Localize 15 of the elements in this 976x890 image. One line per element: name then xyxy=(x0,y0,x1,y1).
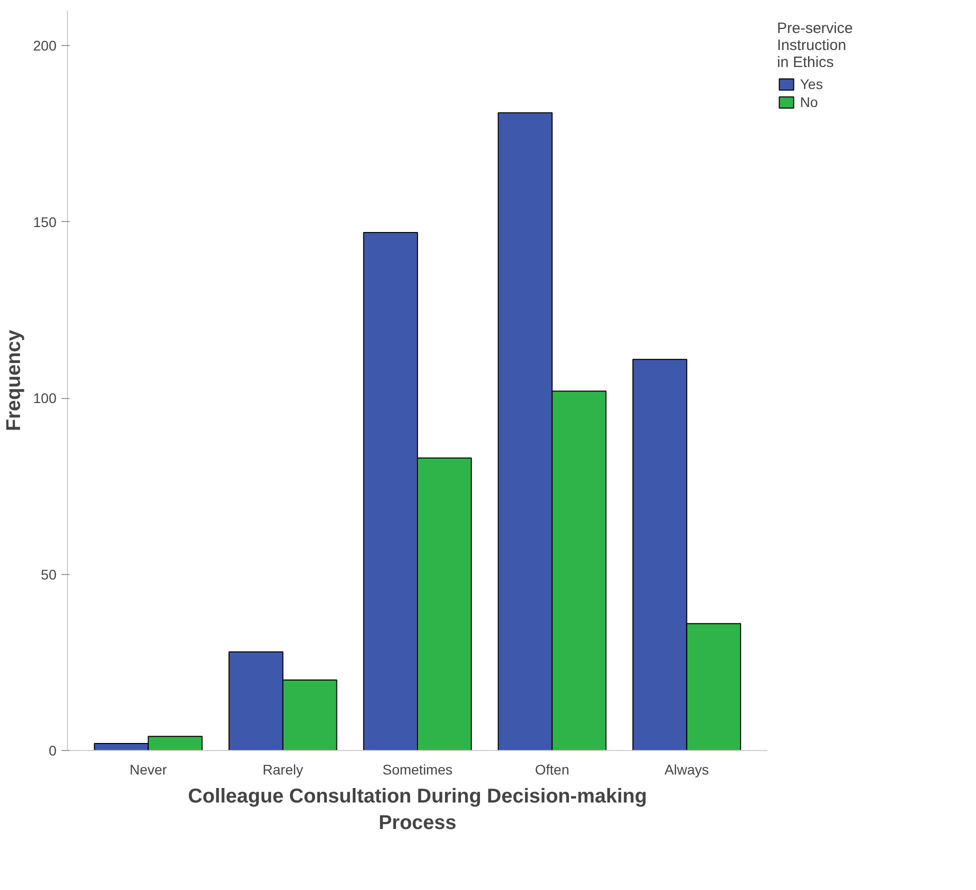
x-tick-label: Sometimes xyxy=(382,762,453,778)
x-tick-label: Rarely xyxy=(262,762,304,778)
x-tick-label: Never xyxy=(130,762,168,778)
y-tick-label: 50 xyxy=(40,566,57,582)
y-tick-label: 0 xyxy=(48,742,57,758)
legend-label: No xyxy=(800,94,819,110)
legend-label: Yes xyxy=(800,76,823,92)
x-tick-label: Often xyxy=(534,762,570,778)
y-tick-label: 200 xyxy=(33,38,57,54)
y-tick-label: 150 xyxy=(33,214,57,230)
legend-title: Pre-service Instruction in Ethics xyxy=(777,20,853,71)
y-axis-title: Frequency xyxy=(3,329,26,432)
y-tick-label: 100 xyxy=(33,390,57,406)
x-axis-title: Colleague Consultation During Decision-making Process xyxy=(188,786,647,834)
x-tick-label: Always xyxy=(664,762,709,778)
